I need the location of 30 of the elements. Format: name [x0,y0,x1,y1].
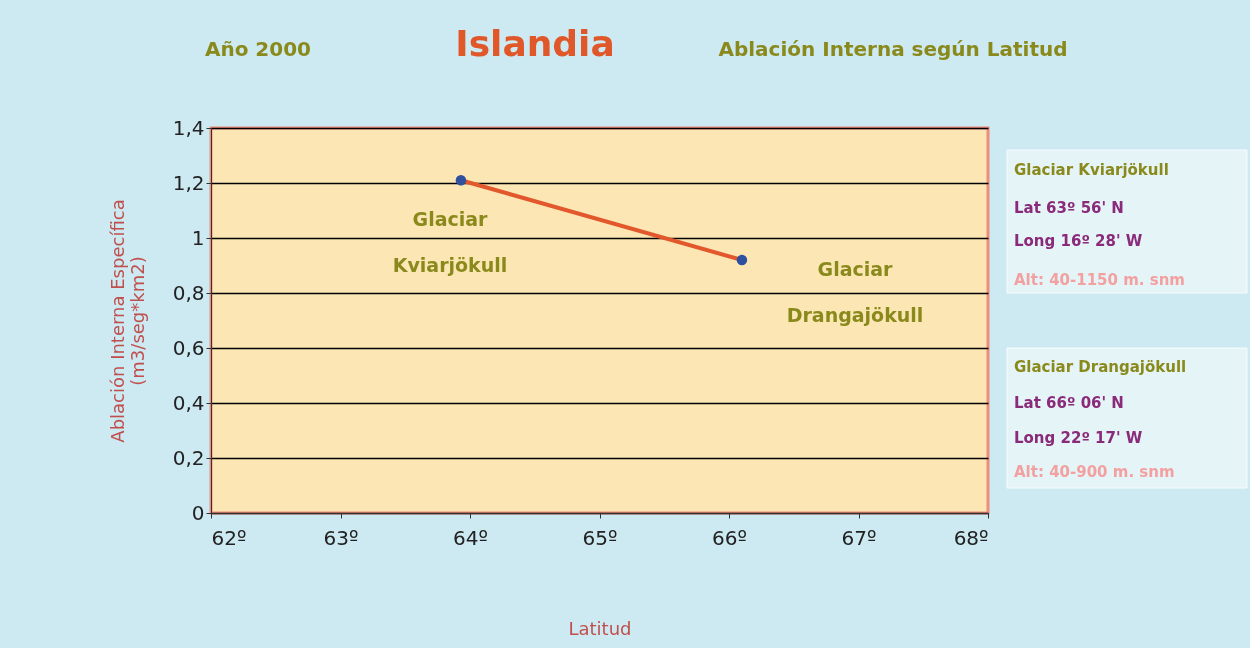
text: Glaciar Drangajökull [786,258,924,326]
x-axis-title: Latitud [568,617,632,639]
x-tick-label: 64º [453,525,488,550]
text: Alt: 40-1150 m. snm [1014,271,1185,289]
x-tick-label: 63º [323,525,359,550]
text: Alt: 40-900 m. snm [1014,463,1175,481]
y-tick-label: 0 [191,500,205,525]
x-tick-label: 68º [953,525,989,550]
y-tick-label: 1,4 [172,115,205,140]
y-tick-label: 0,2 [172,445,205,470]
text: Ablación Interna según Latitud [718,37,1068,61]
y-tick-label: 1,2 [172,170,205,195]
x-tick-label: 65º [582,525,618,550]
text: Long 22º 17' W [1014,429,1143,447]
chart-title: Islandia [455,23,615,64]
text: Lat 66º 06' N [1014,394,1124,412]
y-tick-label: 0,4 [172,390,205,415]
x-tick-label: 66º [712,525,747,550]
y-tick-label: 1 [191,225,205,250]
text: Long 16º 28' W [1014,232,1143,250]
y-axis-title: Ablación Interna Específica (m3/seg*km2) [106,199,148,443]
x-tick-label: 62º [211,525,247,550]
text: Año 2000 [204,37,312,61]
text: Glaciar Kviarjökull [392,208,508,276]
y-tick-label: 0,8 [172,280,205,305]
text: Glaciar Drangajökull [1014,358,1187,376]
y-tick-label: 0,6 [172,335,205,360]
x-tick-label: 67º [841,525,877,550]
text: Lat 63º 56' N [1014,199,1124,217]
text: Glaciar Kviarjökull [1014,161,1169,179]
